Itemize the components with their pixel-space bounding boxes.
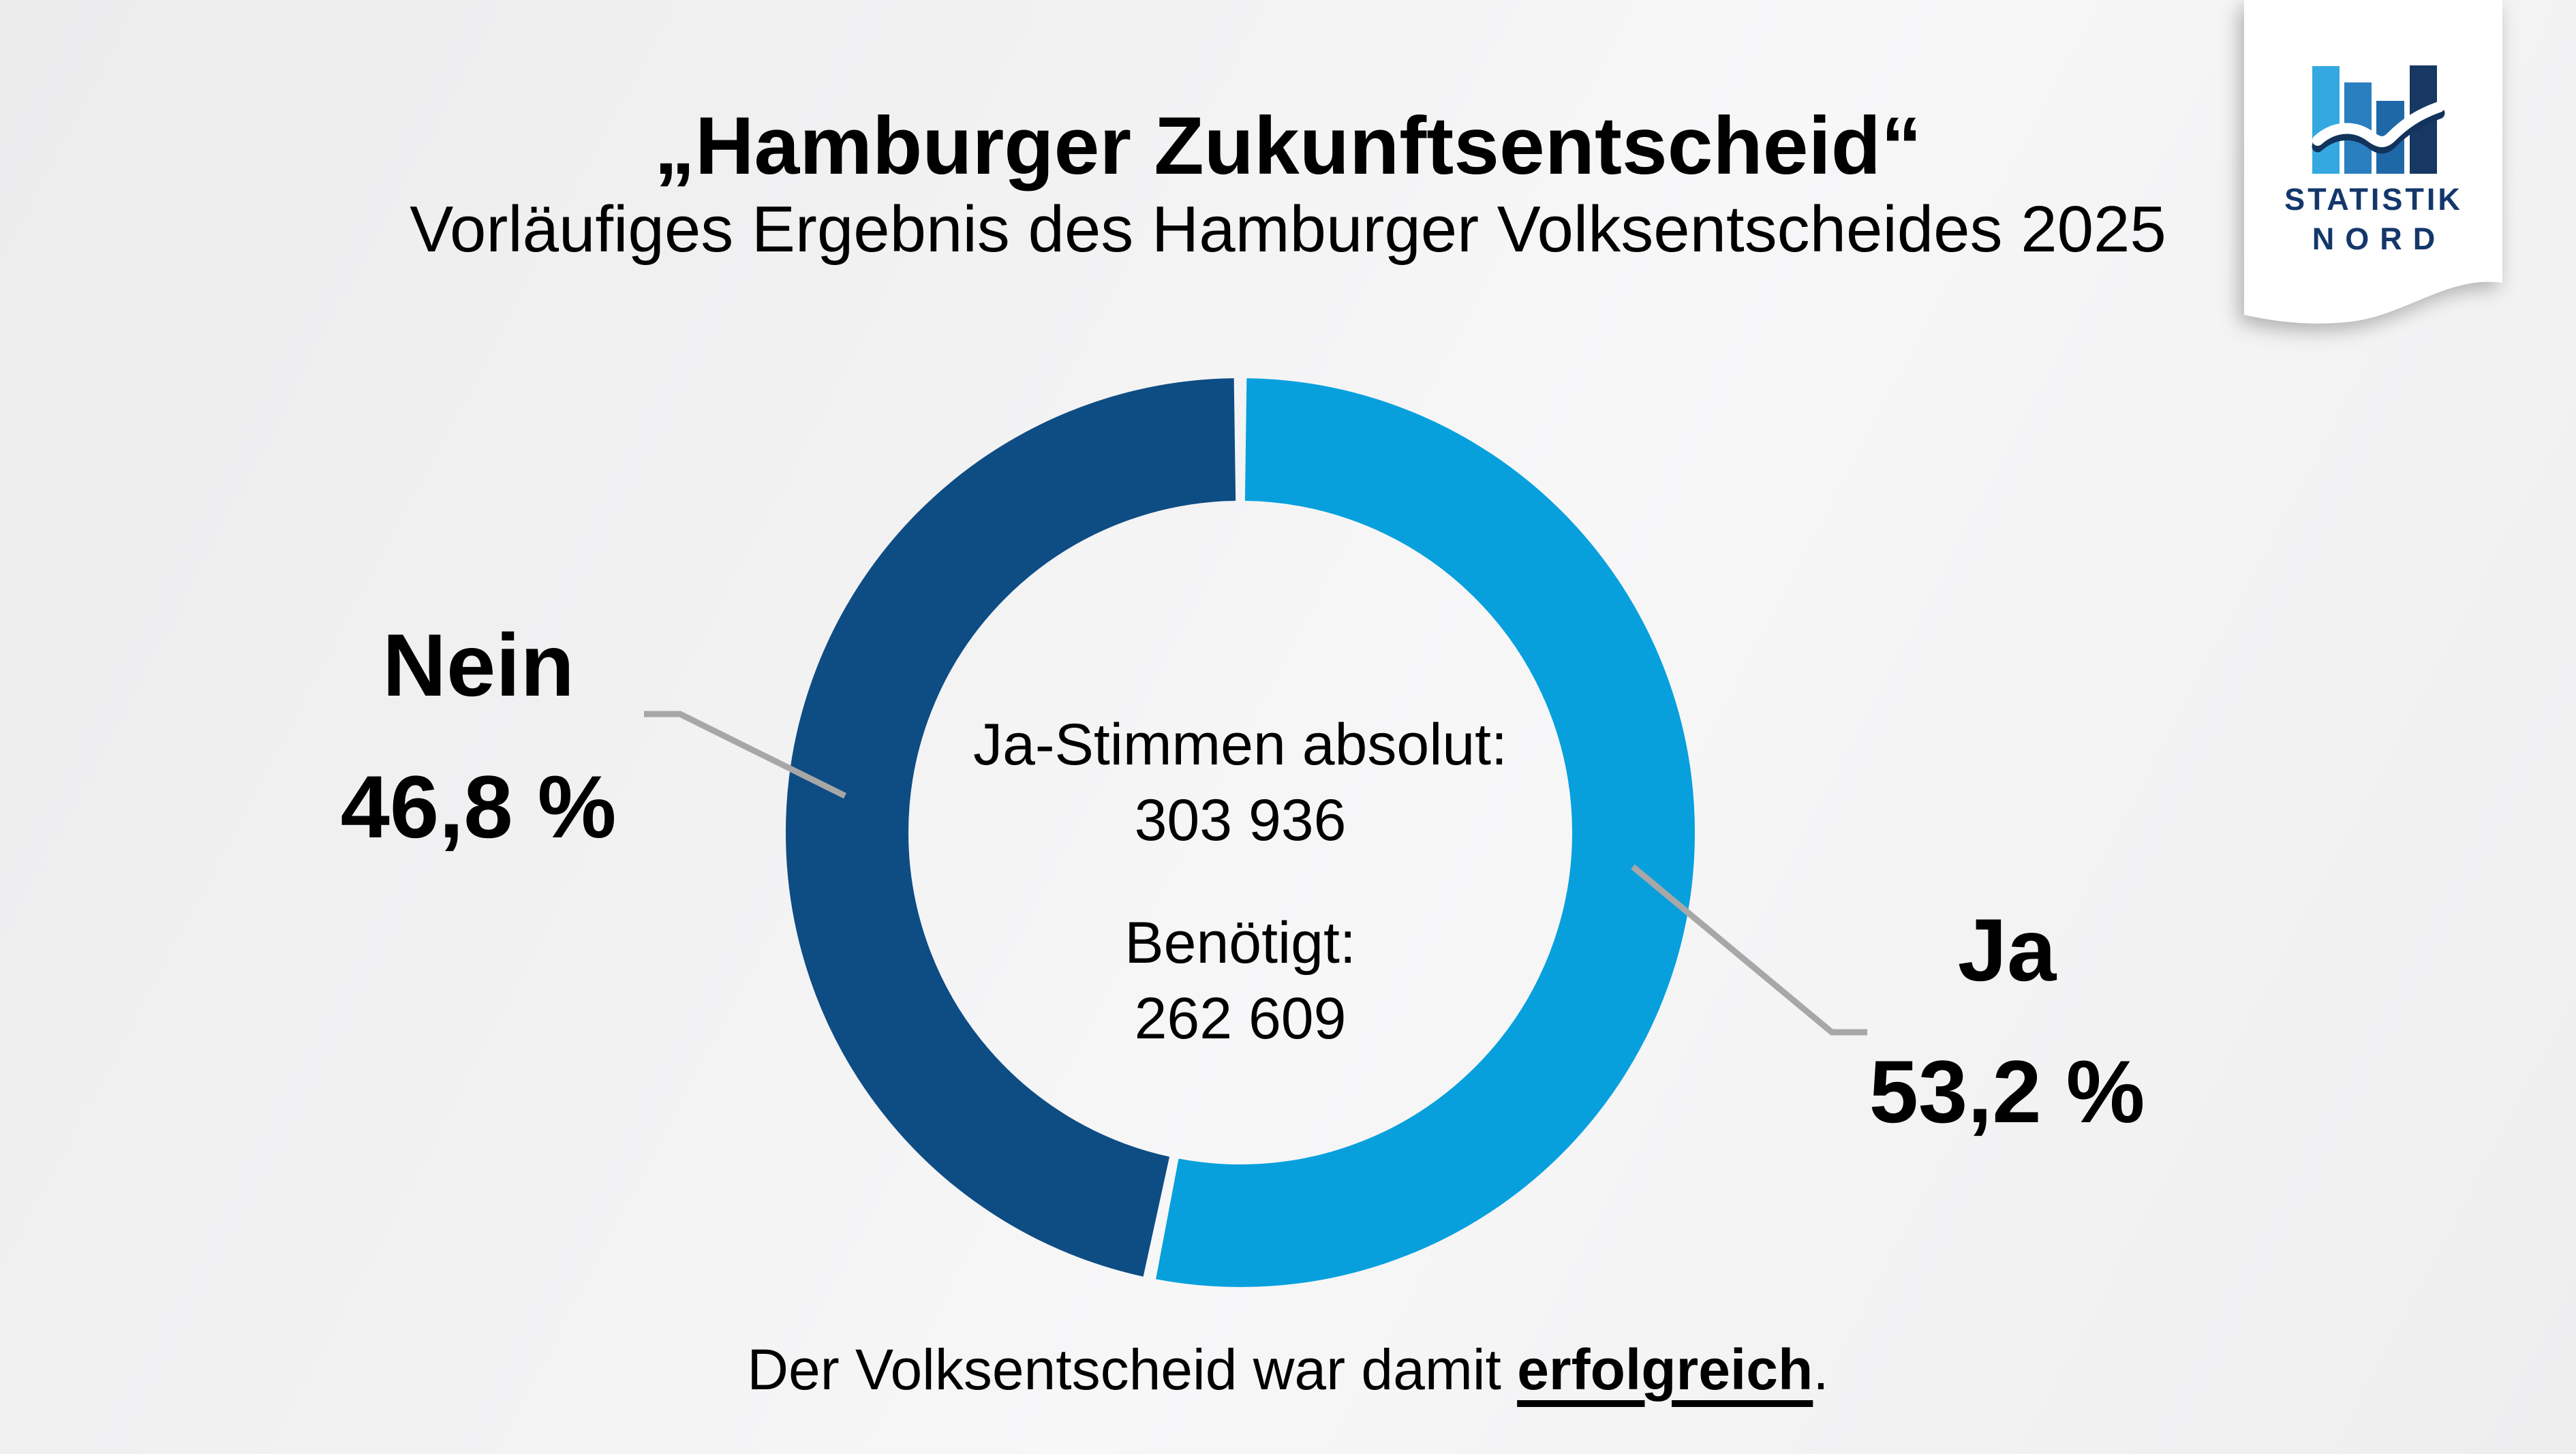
donut-segment-nein bbox=[786, 378, 1695, 1287]
chart-title: „Hamburger Zukunftsentscheid“ bbox=[654, 100, 1922, 191]
label-nein: Nein 46,8 % bbox=[240, 594, 717, 878]
logo-text-statistik: STATISTIK bbox=[2284, 182, 2463, 217]
chart-subtitle: Vorläufiges Ergebnis des Hamburger Volks… bbox=[410, 193, 2166, 266]
label-ja-name: Ja bbox=[1957, 900, 2057, 1000]
label-nein-name: Nein bbox=[382, 615, 574, 715]
logo-bar-1 bbox=[2312, 66, 2340, 174]
benoetigt-value: 262 609 bbox=[1134, 986, 1347, 1051]
caption-highlight: erfolgreich bbox=[1517, 1337, 1813, 1402]
donut-segment-ja bbox=[786, 378, 1695, 1287]
donut-chart bbox=[786, 378, 1695, 1287]
logo-text-nord: NORD bbox=[2312, 221, 2447, 256]
ja-absolut-value: 303 936 bbox=[1134, 788, 1347, 853]
benoetigt-label: Benötigt: bbox=[1124, 910, 1356, 976]
ja-absolut-label: Ja-Stimmen absolut: bbox=[973, 712, 1507, 777]
label-nein-percent: 46,8 % bbox=[340, 757, 617, 856]
donut-center-annotation: Ja-Stimmen absolut: 303 936 Benötigt: 26… bbox=[831, 707, 1649, 1057]
label-ja-percent: 53,2 % bbox=[1869, 1042, 2145, 1141]
caption-prefix: Der Volksentscheid war damit bbox=[747, 1337, 1518, 1402]
caption-suffix: . bbox=[1813, 1337, 1829, 1402]
label-ja: Ja 53,2 % bbox=[1768, 879, 2245, 1162]
statistik-nord-logo: STATISTIK NORD bbox=[2244, 0, 2503, 334]
seagull-icon bbox=[2312, 102, 2444, 147]
result-caption: Der Volksentscheid war damit erfolgreich… bbox=[0, 1337, 2576, 1403]
logo-card bbox=[2244, 0, 2502, 324]
logo-bar-chart-icon bbox=[2312, 65, 2445, 174]
